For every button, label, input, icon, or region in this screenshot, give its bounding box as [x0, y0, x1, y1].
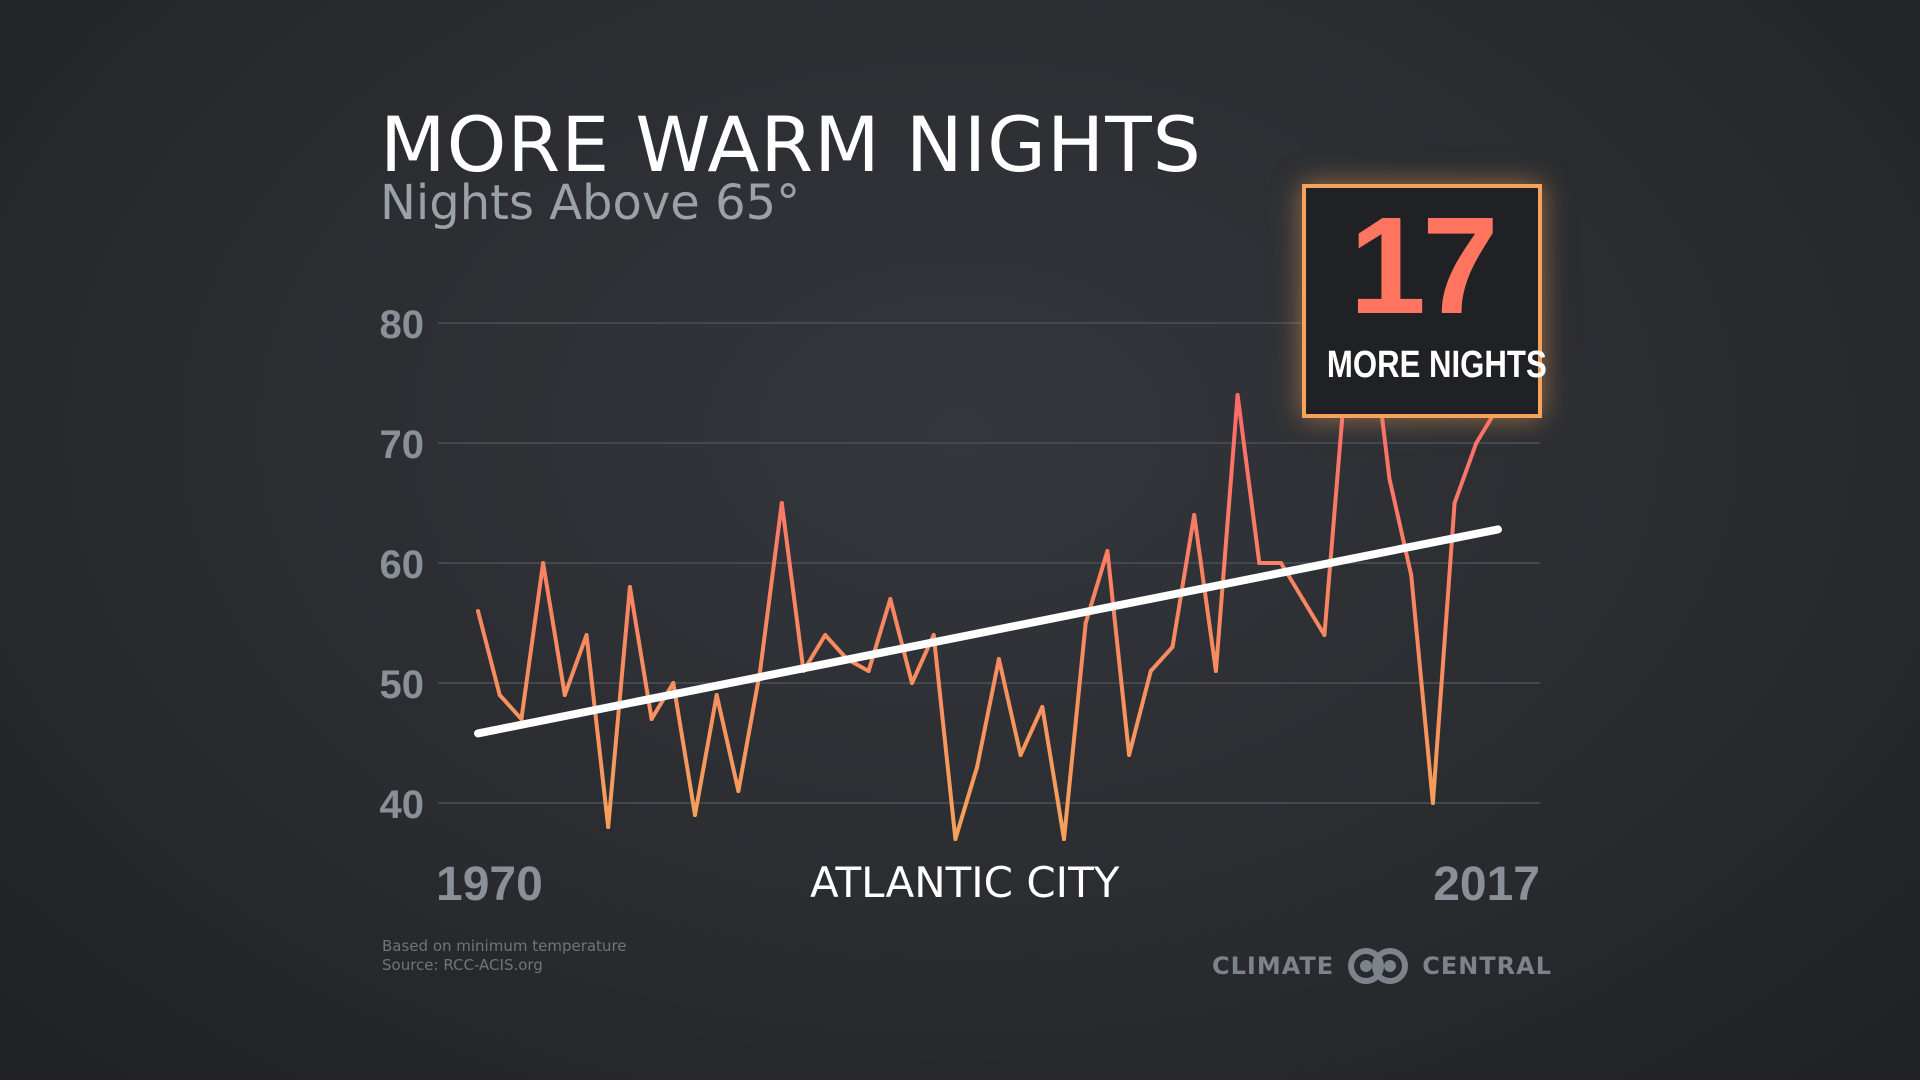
interlocking-rings-icon	[1348, 948, 1409, 984]
data-point	[1192, 513, 1197, 517]
callout-box: 17 MORE NIGHTS	[1302, 184, 1547, 418]
trend-line	[474, 525, 1502, 738]
data-point	[1278, 561, 1283, 565]
trend-group	[474, 525, 1502, 738]
data-point	[866, 669, 871, 673]
city-label: ATLANTIC CITY	[810, 858, 1120, 907]
data-point	[497, 693, 502, 697]
data-point	[1474, 441, 1479, 445]
y-tick-label: 80	[380, 303, 425, 347]
data-point	[996, 657, 1001, 661]
footnote-basis: Based on minimum temperature	[382, 937, 627, 955]
page-title: MORE WARM NIGHTS	[380, 100, 1202, 189]
data-point	[1452, 501, 1457, 505]
x-axis-ticks: 1970 2017	[436, 858, 1540, 911]
data-point	[1040, 705, 1045, 709]
data-point	[1300, 597, 1305, 601]
data-point	[931, 633, 936, 637]
data-point	[1257, 561, 1262, 565]
logo-text-right: CENTRAL	[1422, 952, 1553, 980]
data-point	[627, 585, 632, 589]
data-point	[779, 501, 784, 505]
data-point	[519, 717, 524, 721]
data-point	[671, 681, 676, 685]
callout-value: 17	[1349, 189, 1499, 343]
data-point	[736, 789, 741, 793]
data-point	[910, 681, 915, 685]
x-tick-label-start: 1970	[436, 858, 543, 911]
data-point	[1127, 753, 1132, 757]
data-point	[1083, 621, 1088, 625]
climate-central-logo: CLIMATE CENTRAL	[1212, 946, 1552, 986]
data-point	[584, 633, 589, 637]
y-axis-ticks: 40 50 60 70 80	[380, 303, 425, 827]
data-point	[1213, 669, 1218, 673]
data-point	[1322, 633, 1327, 637]
data-point	[953, 837, 958, 841]
data-point	[541, 561, 546, 565]
page-subtitle: Nights Above 65°	[380, 175, 801, 231]
data-point	[606, 825, 611, 829]
data-point	[693, 813, 698, 817]
data-point	[975, 765, 980, 769]
data-point	[1061, 837, 1066, 841]
y-tick-label: 60	[380, 543, 425, 587]
footnote-source: Source: RCC-ACIS.org	[382, 956, 543, 974]
y-tick-label: 70	[380, 423, 425, 467]
data-point	[1409, 573, 1414, 577]
data-point	[888, 597, 893, 601]
data-point	[1430, 801, 1435, 805]
x-tick-label-end: 2017	[1433, 858, 1540, 911]
data-point	[758, 669, 763, 673]
logo-text-left: CLIMATE	[1212, 952, 1335, 980]
data-point	[476, 609, 480, 613]
data-point	[1018, 753, 1023, 757]
data-point	[1170, 645, 1175, 649]
data-point	[823, 633, 828, 637]
y-tick-label: 50	[380, 663, 425, 707]
data-point	[714, 693, 719, 697]
data-point	[1105, 549, 1110, 553]
data-point	[1235, 393, 1240, 397]
data-point	[1148, 669, 1153, 673]
data-point	[649, 717, 654, 721]
data-point	[562, 693, 567, 697]
data-point	[1387, 477, 1392, 481]
callout-label: MORE NIGHTS	[1326, 344, 1547, 386]
y-tick-label: 40	[380, 783, 425, 827]
